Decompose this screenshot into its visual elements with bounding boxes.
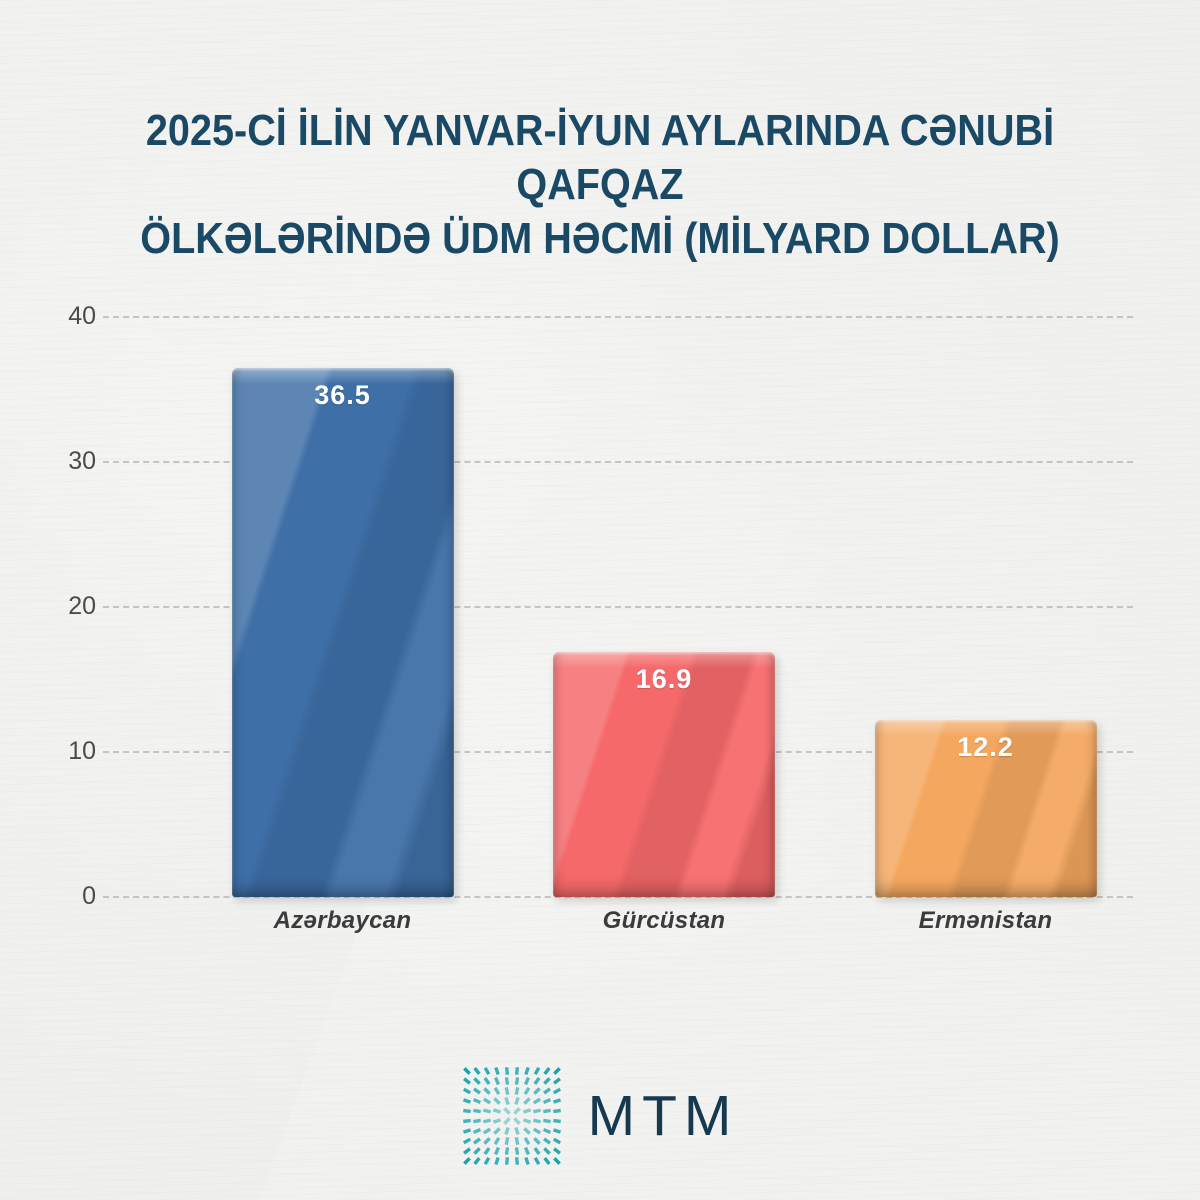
bar-gürcüstan: 16.9: [553, 651, 775, 897]
gridline-y-20: [103, 606, 1133, 608]
category-label-ermənistan: Ermənistan: [918, 907, 1053, 934]
page-title: 2025-Cİ İLİN YANVAR-İYUN AYLARINDA CƏNUB…: [60, 104, 1140, 266]
y-axis-tick-label: 10: [68, 737, 96, 765]
bar-value-label: 36.5: [314, 379, 371, 410]
y-axis-tick-label: 0: [82, 882, 96, 910]
bar-value-label: 16.9: [635, 663, 693, 694]
bar-azərbaycan: 36.5: [231, 367, 454, 897]
y-axis-tick-label: 30: [68, 447, 96, 475]
mtm-logo-text: MTM: [587, 1084, 739, 1148]
mtm-dash-burst-icon: [462, 1066, 561, 1166]
gridline-y-30: [103, 461, 1133, 463]
bar-ermənistan: 12.2: [874, 720, 1097, 897]
y-axis-tick-label: 40: [68, 302, 96, 330]
bar-value-label: 12.2: [957, 732, 1014, 763]
category-label-gürcüstan: Gürcüstan: [602, 907, 726, 934]
category-label-azərbaycan: Azərbaycan: [273, 907, 412, 934]
y-axis-tick-label: 20: [68, 592, 96, 620]
gridline-y-40: [103, 316, 1133, 318]
page-title-line-2: ÖLKƏLƏRİNDƏ ÜDM HƏCMİ (MİLYARD DOLLAR): [140, 214, 1060, 263]
mtm-logo: MTM: [0, 1066, 1200, 1166]
gridline-y-0: [103, 896, 1133, 898]
page-title-line-1: 2025-Cİ İLİN YANVAR-İYUN AYLARINDA CƏNUB…: [145, 106, 1055, 209]
